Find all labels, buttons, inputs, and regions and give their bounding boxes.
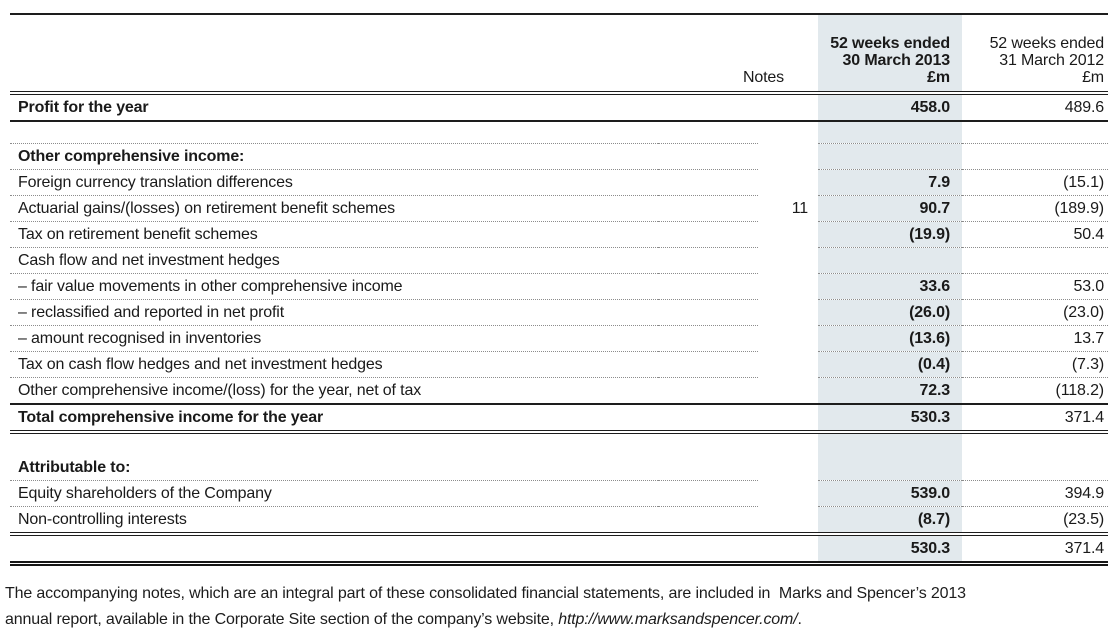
value-2013: 539.0 <box>818 480 962 507</box>
row-label: Cash flow and net investment hedges <box>10 247 658 274</box>
value-2013: 72.3 <box>818 377 962 405</box>
spacer-row <box>10 432 1108 455</box>
table-row-tax-retirement: Tax on retirement benefit schemes (19.9)… <box>10 221 1108 248</box>
table-row-fx: Foreign currency translation differences… <box>10 169 1108 196</box>
table-row-equity: Equity shareholders of the Company 539.0… <box>10 480 1108 507</box>
value-2012: (15.1) <box>962 169 1108 196</box>
row-label: Non-controlling interests <box>10 506 658 536</box>
value-2012: (189.9) <box>962 195 1108 222</box>
row-label: Other comprehensive income/(loss) for th… <box>10 377 658 405</box>
value-2012: 371.4 <box>962 404 1108 434</box>
value-2012: 489.6 <box>962 93 1108 122</box>
row-label: – amount recognised in inventories <box>10 325 658 352</box>
note-ref <box>658 93 758 122</box>
value-2013: (26.0) <box>818 299 962 326</box>
row-label: Tax on cash flow hedges and net investme… <box>10 351 658 378</box>
value-2012: 13.7 <box>962 325 1108 352</box>
value-2013: (0.4) <box>818 351 962 378</box>
value-2012: 371.4 <box>962 534 1108 566</box>
table-row-oci-heading: Other comprehensive income: <box>10 143 1108 170</box>
table-row-minority: Non-controlling interests (8.7) (23.5) <box>10 506 1108 536</box>
value-2012 <box>962 247 1108 274</box>
period-label-2013: 52 weeks ended <box>830 35 950 52</box>
row-label: Attributable to: <box>10 455 658 481</box>
value-2013 <box>818 247 962 274</box>
table-row-hedges-heading: Cash flow and net investment hedges <box>10 247 1108 274</box>
table-row-actuarial: Actuarial gains/(losses) on retirement b… <box>10 195 1108 222</box>
row-label: Actuarial gains/(losses) on retirement b… <box>10 195 658 222</box>
table-row-fair-value: – fair value movements in other comprehe… <box>10 273 1108 300</box>
row-label: Profit for the year <box>10 93 658 122</box>
value-2012: (23.0) <box>962 299 1108 326</box>
row-label: Equity shareholders of the Company <box>10 480 658 507</box>
value-2013 <box>818 143 962 170</box>
table-header-row: Notes 52 weeks ended 30 March 2013 £m 52… <box>10 13 1108 95</box>
currency-unit-2013: £m <box>927 69 950 86</box>
footnote-line-1: The accompanying notes, which are an int… <box>5 585 966 602</box>
value-2013: 33.6 <box>818 273 962 300</box>
column-header-empty <box>10 13 658 95</box>
value-2012: 394.9 <box>962 480 1108 507</box>
footnote-line-2: annual report, available in the Corporat… <box>5 607 1110 633</box>
row-label: Foreign currency translation differences <box>10 169 658 196</box>
table-row-attributable-heading: Attributable to: <box>10 455 1108 481</box>
row-label: Other comprehensive income: <box>10 143 658 170</box>
value-2012: (23.5) <box>962 506 1108 536</box>
footnote-period: . <box>797 611 802 628</box>
marks-and-spencer-link[interactable]: http://www.marksandspencer.com/ <box>558 611 798 628</box>
value-2012 <box>962 455 1108 481</box>
value-2012 <box>962 143 1108 170</box>
spacer-row <box>10 121 1108 144</box>
period-date-2012: 31 March 2012 <box>999 52 1104 69</box>
value-2013: 530.3 <box>818 404 962 434</box>
note-ref <box>658 169 758 196</box>
value-2013: (13.6) <box>818 325 962 352</box>
column-header-notes: Notes <box>658 13 818 95</box>
row-label: – reclassified and reported in net profi… <box>10 299 658 326</box>
gap-cell <box>758 93 818 122</box>
value-2012: (118.2) <box>962 377 1108 405</box>
value-2013 <box>818 455 962 481</box>
table-row-profit: Profit for the year 458.0 489.6 <box>10 93 1108 122</box>
value-2013: 458.0 <box>818 93 962 122</box>
currency-unit-2012: £m <box>1082 69 1104 86</box>
value-2013: (8.7) <box>818 506 962 536</box>
table-row-oci-net: Other comprehensive income/(loss) for th… <box>10 377 1108 405</box>
table-row-total: Total comprehensive income for the year … <box>10 404 1108 434</box>
footnote-line-2-text: annual report, available in the Corporat… <box>5 611 559 628</box>
value-2013: 90.7 <box>818 195 962 222</box>
value-2013: (19.9) <box>818 221 962 248</box>
period-date-2013: 30 March 2013 <box>842 52 951 69</box>
value-2012: 50.4 <box>962 221 1108 248</box>
table-row-grand-total: 530.3 371.4 <box>10 534 1108 566</box>
note-ref: 11 <box>791 200 808 217</box>
value-2013: 530.3 <box>818 534 962 566</box>
column-header-2013: 52 weeks ended 30 March 2013 £m <box>818 13 962 95</box>
comprehensive-income-table: Notes 52 weeks ended 30 March 2013 £m 52… <box>10 13 1108 566</box>
row-label: – fair value movements in other comprehe… <box>10 273 658 300</box>
value-2013: 7.9 <box>818 169 962 196</box>
table-row-tax-hedges: Tax on cash flow hedges and net investme… <box>10 351 1108 378</box>
column-header-2012: 52 weeks ended 31 March 2012 £m <box>962 13 1108 95</box>
footnote: The accompanying notes, which are an int… <box>5 581 1110 633</box>
value-2012: 53.0 <box>962 273 1108 300</box>
table-row-reclassified: – reclassified and reported in net profi… <box>10 299 1108 326</box>
table-row-inventories: – amount recognised in inventories (13.6… <box>10 325 1108 352</box>
value-2012: (7.3) <box>962 351 1108 378</box>
row-label: Tax on retirement benefit schemes <box>10 221 658 248</box>
row-label: Total comprehensive income for the year <box>10 404 658 434</box>
row-label <box>10 534 658 566</box>
period-label-2012: 52 weeks ended <box>989 35 1105 52</box>
